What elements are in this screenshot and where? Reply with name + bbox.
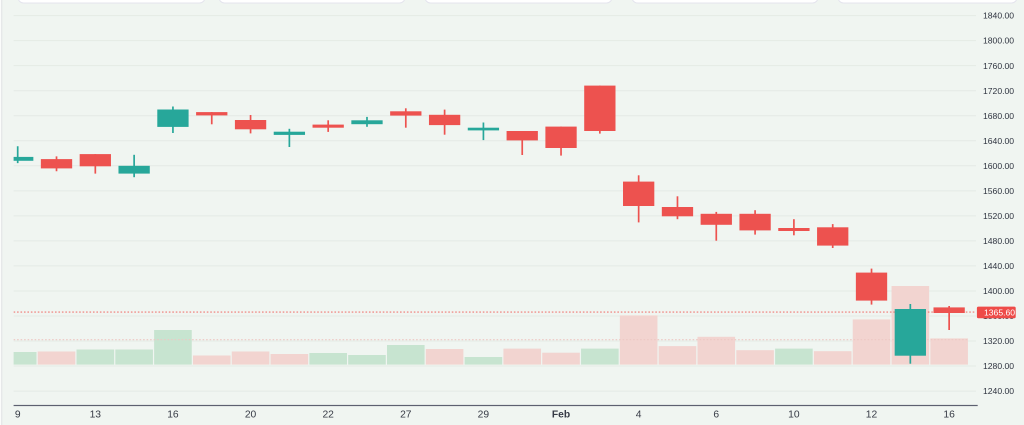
svg-text:22: 22 xyxy=(322,409,334,420)
svg-text:9: 9 xyxy=(15,409,21,420)
svg-text:13: 13 xyxy=(90,409,102,420)
svg-text:4: 4 xyxy=(636,409,642,420)
svg-text:1365.60: 1365.60 xyxy=(984,307,1015,317)
svg-text:1440.00: 1440.00 xyxy=(983,261,1014,271)
svg-text:12: 12 xyxy=(866,409,878,420)
svg-text:1480.00: 1480.00 xyxy=(983,236,1014,246)
svg-text:1680.00: 1680.00 xyxy=(983,111,1014,121)
svg-text:27: 27 xyxy=(400,409,412,420)
svg-text:1640.00: 1640.00 xyxy=(983,136,1014,146)
svg-text:1600.00: 1600.00 xyxy=(983,161,1014,171)
svg-text:16: 16 xyxy=(943,409,955,420)
svg-text:1840.00: 1840.00 xyxy=(983,11,1014,21)
svg-text:29: 29 xyxy=(478,409,490,420)
svg-text:1520.00: 1520.00 xyxy=(983,211,1014,221)
svg-text:1560.00: 1560.00 xyxy=(983,186,1014,196)
svg-text:1320.00: 1320.00 xyxy=(983,336,1014,346)
svg-text:1720.00: 1720.00 xyxy=(983,86,1014,96)
svg-text:20: 20 xyxy=(245,409,257,420)
svg-text:1400.00: 1400.00 xyxy=(983,286,1014,296)
svg-text:16: 16 xyxy=(167,409,179,420)
svg-text:1240.00: 1240.00 xyxy=(983,386,1014,396)
svg-text:1280.00: 1280.00 xyxy=(983,361,1014,371)
svg-text:10: 10 xyxy=(788,409,800,420)
svg-text:1800.00: 1800.00 xyxy=(983,36,1014,46)
svg-text:Feb: Feb xyxy=(552,409,570,420)
svg-text:6: 6 xyxy=(713,409,719,420)
svg-text:1760.00: 1760.00 xyxy=(983,61,1014,71)
